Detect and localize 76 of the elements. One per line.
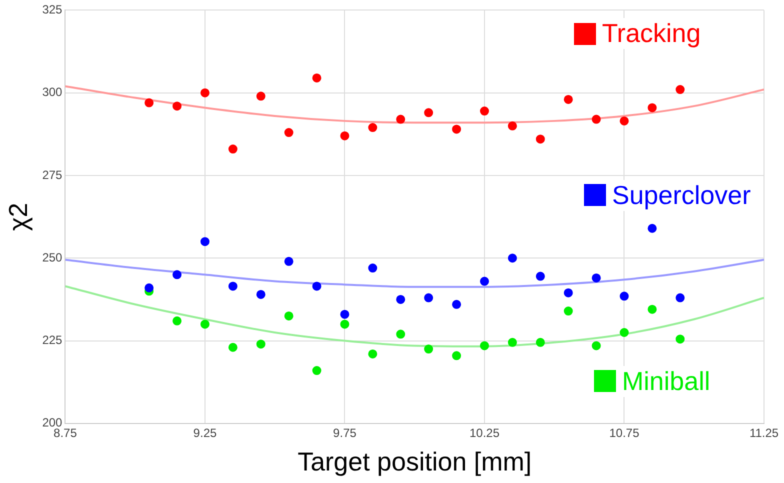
point	[256, 290, 266, 299]
point	[508, 254, 517, 263]
point	[200, 88, 210, 98]
line-series	[65, 258, 764, 288]
point	[648, 103, 657, 112]
legend-label: Miniball	[622, 366, 710, 397]
point	[312, 366, 322, 376]
line-series	[65, 85, 764, 124]
point	[592, 341, 601, 350]
point	[648, 304, 657, 314]
point	[480, 276, 489, 286]
point	[592, 273, 601, 282]
x-tick-label: 10.75	[609, 426, 640, 440]
point	[452, 351, 462, 360]
point	[508, 338, 517, 347]
point	[368, 123, 378, 132]
point	[312, 282, 322, 291]
x-tick-label: 11.25	[749, 426, 779, 440]
point	[284, 256, 294, 266]
point	[172, 270, 182, 280]
point	[592, 114, 601, 124]
point	[564, 288, 573, 298]
y-tick-label: 275	[42, 168, 63, 182]
point	[452, 300, 462, 309]
point	[396, 330, 406, 339]
point	[620, 292, 629, 301]
y-tick-label: 225	[42, 333, 63, 348]
point	[536, 338, 545, 347]
y-tick-label: 300	[42, 85, 63, 100]
point	[228, 342, 238, 352]
point	[676, 334, 685, 344]
y-axis-title: χ2	[2, 202, 33, 231]
point	[340, 310, 350, 319]
point	[172, 316, 182, 326]
point	[340, 131, 350, 140]
point	[200, 237, 210, 246]
point	[648, 224, 657, 233]
point	[144, 283, 154, 292]
point	[368, 349, 378, 358]
point	[200, 320, 210, 329]
point	[424, 108, 434, 118]
point	[396, 294, 406, 304]
point	[340, 320, 350, 329]
point	[424, 293, 434, 302]
x-axis-title: Target position [mm]	[298, 446, 532, 477]
point	[368, 264, 378, 273]
point	[144, 98, 154, 108]
point	[284, 128, 294, 138]
x-tick-label: 10.25	[469, 426, 500, 440]
point	[256, 340, 266, 349]
point	[256, 92, 266, 101]
point	[620, 328, 629, 337]
point	[396, 114, 406, 124]
point	[424, 344, 434, 354]
x-tick-label: 9.25	[193, 426, 217, 440]
point	[228, 144, 238, 154]
point	[676, 293, 685, 302]
x-tick-label: 9.75	[333, 426, 357, 440]
point	[536, 134, 545, 144]
point	[228, 282, 238, 291]
y-tick-label: 325	[42, 2, 63, 17]
point	[480, 106, 489, 116]
legend-label: Superclover	[612, 180, 751, 211]
y-tick-label: 250	[42, 250, 63, 264]
point	[508, 121, 517, 130]
point	[536, 272, 545, 281]
point	[620, 116, 629, 126]
point	[676, 85, 685, 94]
point	[452, 124, 462, 134]
point	[480, 341, 489, 350]
point	[284, 311, 294, 320]
point	[564, 306, 573, 316]
point	[172, 102, 182, 111]
point	[312, 73, 322, 82]
point	[564, 94, 573, 104]
legend-label: Tracking	[602, 18, 701, 50]
